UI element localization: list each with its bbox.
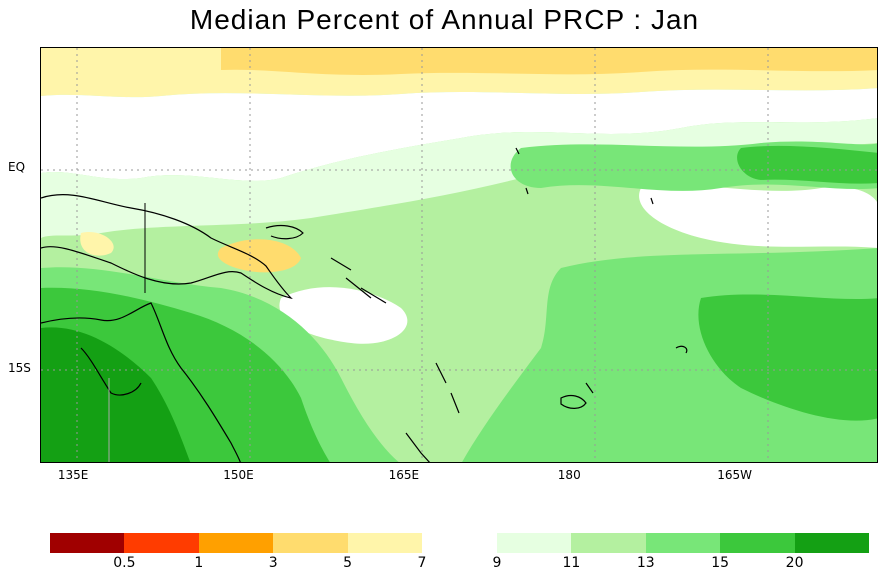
colorbar-high-swatch — [497, 533, 572, 553]
field-dark-green-east — [698, 294, 877, 421]
colorbar-low-label: 5 — [343, 555, 353, 571]
colorbar-high-label: 11 — [562, 555, 581, 571]
y-axis-label: EQ — [8, 159, 26, 174]
field-yellow-patch-ng — [217, 239, 301, 273]
colorbar-low-swatch — [50, 533, 125, 553]
colorbar-high-swatch — [645, 533, 721, 553]
field-white-east — [639, 185, 877, 248]
colorbar-low-label: 1 — [194, 555, 204, 571]
colorbar-high-label: 20 — [785, 555, 804, 571]
coastline-solomons — [330, 257, 387, 304]
coastline-new-britain — [265, 224, 304, 240]
x-axis-label: 180 — [557, 468, 581, 482]
colorbar-high-label: 15 — [711, 555, 730, 571]
field-white-center — [279, 287, 408, 344]
colorbar-high-swatch — [794, 533, 869, 553]
colorbar-low-swatch — [198, 533, 274, 553]
x-axis-label: 165E — [388, 468, 420, 482]
x-axis-label: 150E — [223, 468, 254, 482]
coastline-new-guinea — [41, 194, 293, 300]
colorbar-high-label: 9 — [492, 555, 502, 571]
grid-lines — [41, 48, 877, 462]
coastline-australia — [41, 302, 241, 462]
colorbar-low-swatch — [347, 533, 422, 553]
colorbar-low-label: 0.5 — [113, 555, 136, 571]
chart-title: Median Percent of Annual PRCP : Jan — [189, 4, 700, 35]
field-yellow-patch-west — [80, 232, 114, 256]
field-dark-green-ne — [737, 145, 877, 184]
coastlines — [41, 147, 688, 462]
map-canvas — [41, 48, 877, 462]
x-axis-label: 165W — [717, 468, 753, 482]
colorbar-low-label: 3 — [268, 555, 278, 571]
colorbar-low-swatch — [273, 533, 348, 553]
colorbar-high-swatch — [571, 533, 646, 553]
coastline-vanuatu — [435, 362, 460, 414]
y-axis-label: 15S — [8, 361, 31, 376]
coastline-new-caledonia — [405, 432, 430, 462]
coastline-fiji-north — [585, 382, 594, 394]
coastline-small-islands — [515, 147, 688, 354]
field-top-orange — [221, 48, 877, 75]
colorbar-high-swatch — [720, 533, 795, 553]
colorbar-low-label: 7 — [417, 555, 427, 571]
colorbar-high-label: 13 — [636, 555, 655, 571]
x-axis-label: 135E — [57, 468, 89, 482]
precipitation-map — [40, 47, 878, 463]
coastline-cape-york — [80, 347, 142, 396]
colorbar-low-swatch — [124, 533, 199, 553]
coastline-fiji — [560, 394, 587, 409]
